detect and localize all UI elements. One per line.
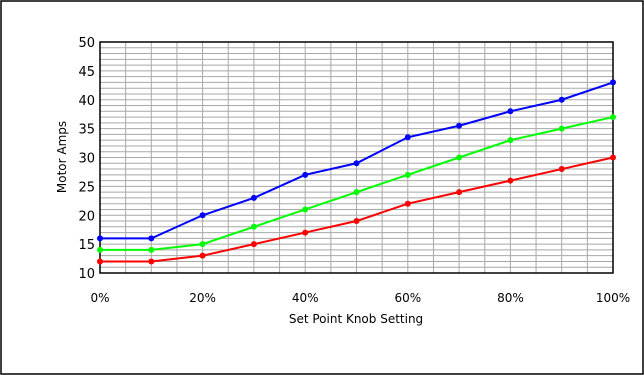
y-axis-title: Motor Amps (55, 121, 69, 193)
grid (100, 42, 613, 273)
series-3-point (610, 154, 616, 161)
x-tick-label: 100% (596, 291, 630, 305)
x-tick-label: 80% (497, 291, 524, 305)
series-2-point (558, 125, 565, 132)
y-tick-label: 30 (78, 152, 95, 167)
series-1-point (302, 171, 309, 178)
x-axis-title: Set Point Knob Setting (289, 312, 423, 326)
series-2-point (199, 241, 206, 248)
series-1-point (250, 194, 257, 201)
series-3-point (404, 200, 411, 207)
y-tick-label: 25 (78, 180, 95, 195)
x-tick-label: 20% (189, 291, 216, 305)
series-1-point (353, 160, 360, 167)
series-2-point (404, 171, 411, 178)
series-2-point (302, 206, 309, 213)
series-1-point (456, 122, 463, 129)
series-1-point (610, 79, 616, 86)
y-tick-label: 40 (78, 94, 95, 109)
series-3-point (250, 241, 257, 248)
series-lines (97, 79, 616, 265)
series-1-point (404, 134, 411, 141)
series-1-point (199, 212, 206, 219)
series-1-point (507, 108, 514, 115)
series-2-point (507, 137, 514, 144)
series-2-point (97, 246, 103, 253)
series-2-point (456, 154, 463, 161)
series-3-point (507, 177, 514, 184)
x-tick-label: 0% (90, 291, 109, 305)
series-2-point (353, 189, 360, 196)
y-tick-label: 20 (78, 209, 95, 224)
y-tick-label: 45 (78, 65, 95, 80)
series-2-point (148, 246, 155, 253)
series-3-point (353, 218, 360, 225)
x-tick-label: 60% (394, 291, 421, 305)
series-3-point (148, 258, 155, 265)
series-2-point (250, 223, 257, 230)
series-3-point (97, 258, 103, 265)
tick-labels: 10 15 20 25 30 35 40 45 50 0% 20% 40% 60% 80% 100% (78, 36, 630, 305)
series-2-point (610, 114, 616, 121)
x-tick-label: 40% (292, 291, 319, 305)
y-tick-label: 10 (78, 267, 95, 282)
series-1-point (558, 96, 565, 103)
series-1-point (148, 235, 155, 242)
y-tick-label: 15 (78, 238, 95, 253)
y-tick-label: 35 (78, 123, 95, 138)
y-tick-label: 50 (78, 36, 95, 51)
series-3-point (302, 229, 309, 236)
series-3-point (558, 166, 565, 173)
series-3-point (456, 189, 463, 196)
series-3-point (199, 252, 206, 259)
series-1-point (97, 235, 103, 242)
